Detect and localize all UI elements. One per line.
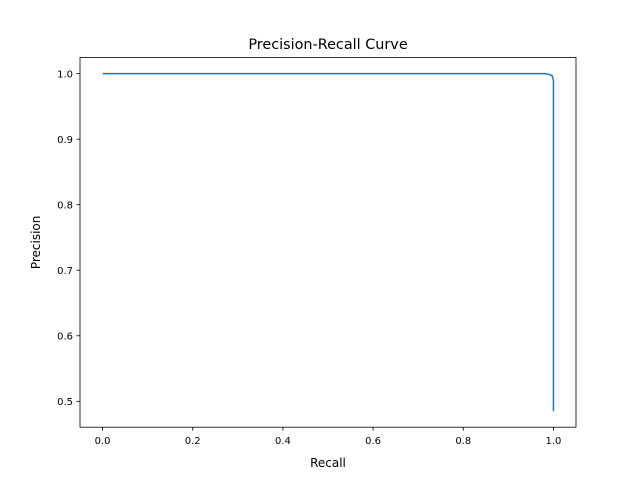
x-axis-label: Recall — [310, 456, 346, 470]
y-tick-label: 0.9 — [57, 135, 73, 146]
x-tick-label: 1.0 — [546, 436, 562, 447]
y-tick-label: 1.0 — [57, 69, 73, 80]
y-tick-label: 0.7 — [57, 266, 73, 277]
x-tick-label: 0.4 — [275, 436, 291, 447]
axes-frame — [79, 57, 577, 428]
x-tick-label: 0.2 — [185, 436, 201, 447]
pr-curve-line — [102, 72, 555, 412]
x-tick-label: 0.8 — [455, 436, 471, 447]
chart-title: Precision-Recall Curve — [248, 37, 408, 53]
y-axis-label: Precision — [29, 216, 43, 270]
y-tick-label: 0.8 — [57, 200, 73, 211]
y-tick-label: 0.6 — [57, 331, 73, 342]
x-tick-label: 0.6 — [365, 436, 381, 447]
x-tick-label: 0.0 — [95, 436, 111, 447]
y-tick-label: 0.5 — [57, 397, 73, 408]
